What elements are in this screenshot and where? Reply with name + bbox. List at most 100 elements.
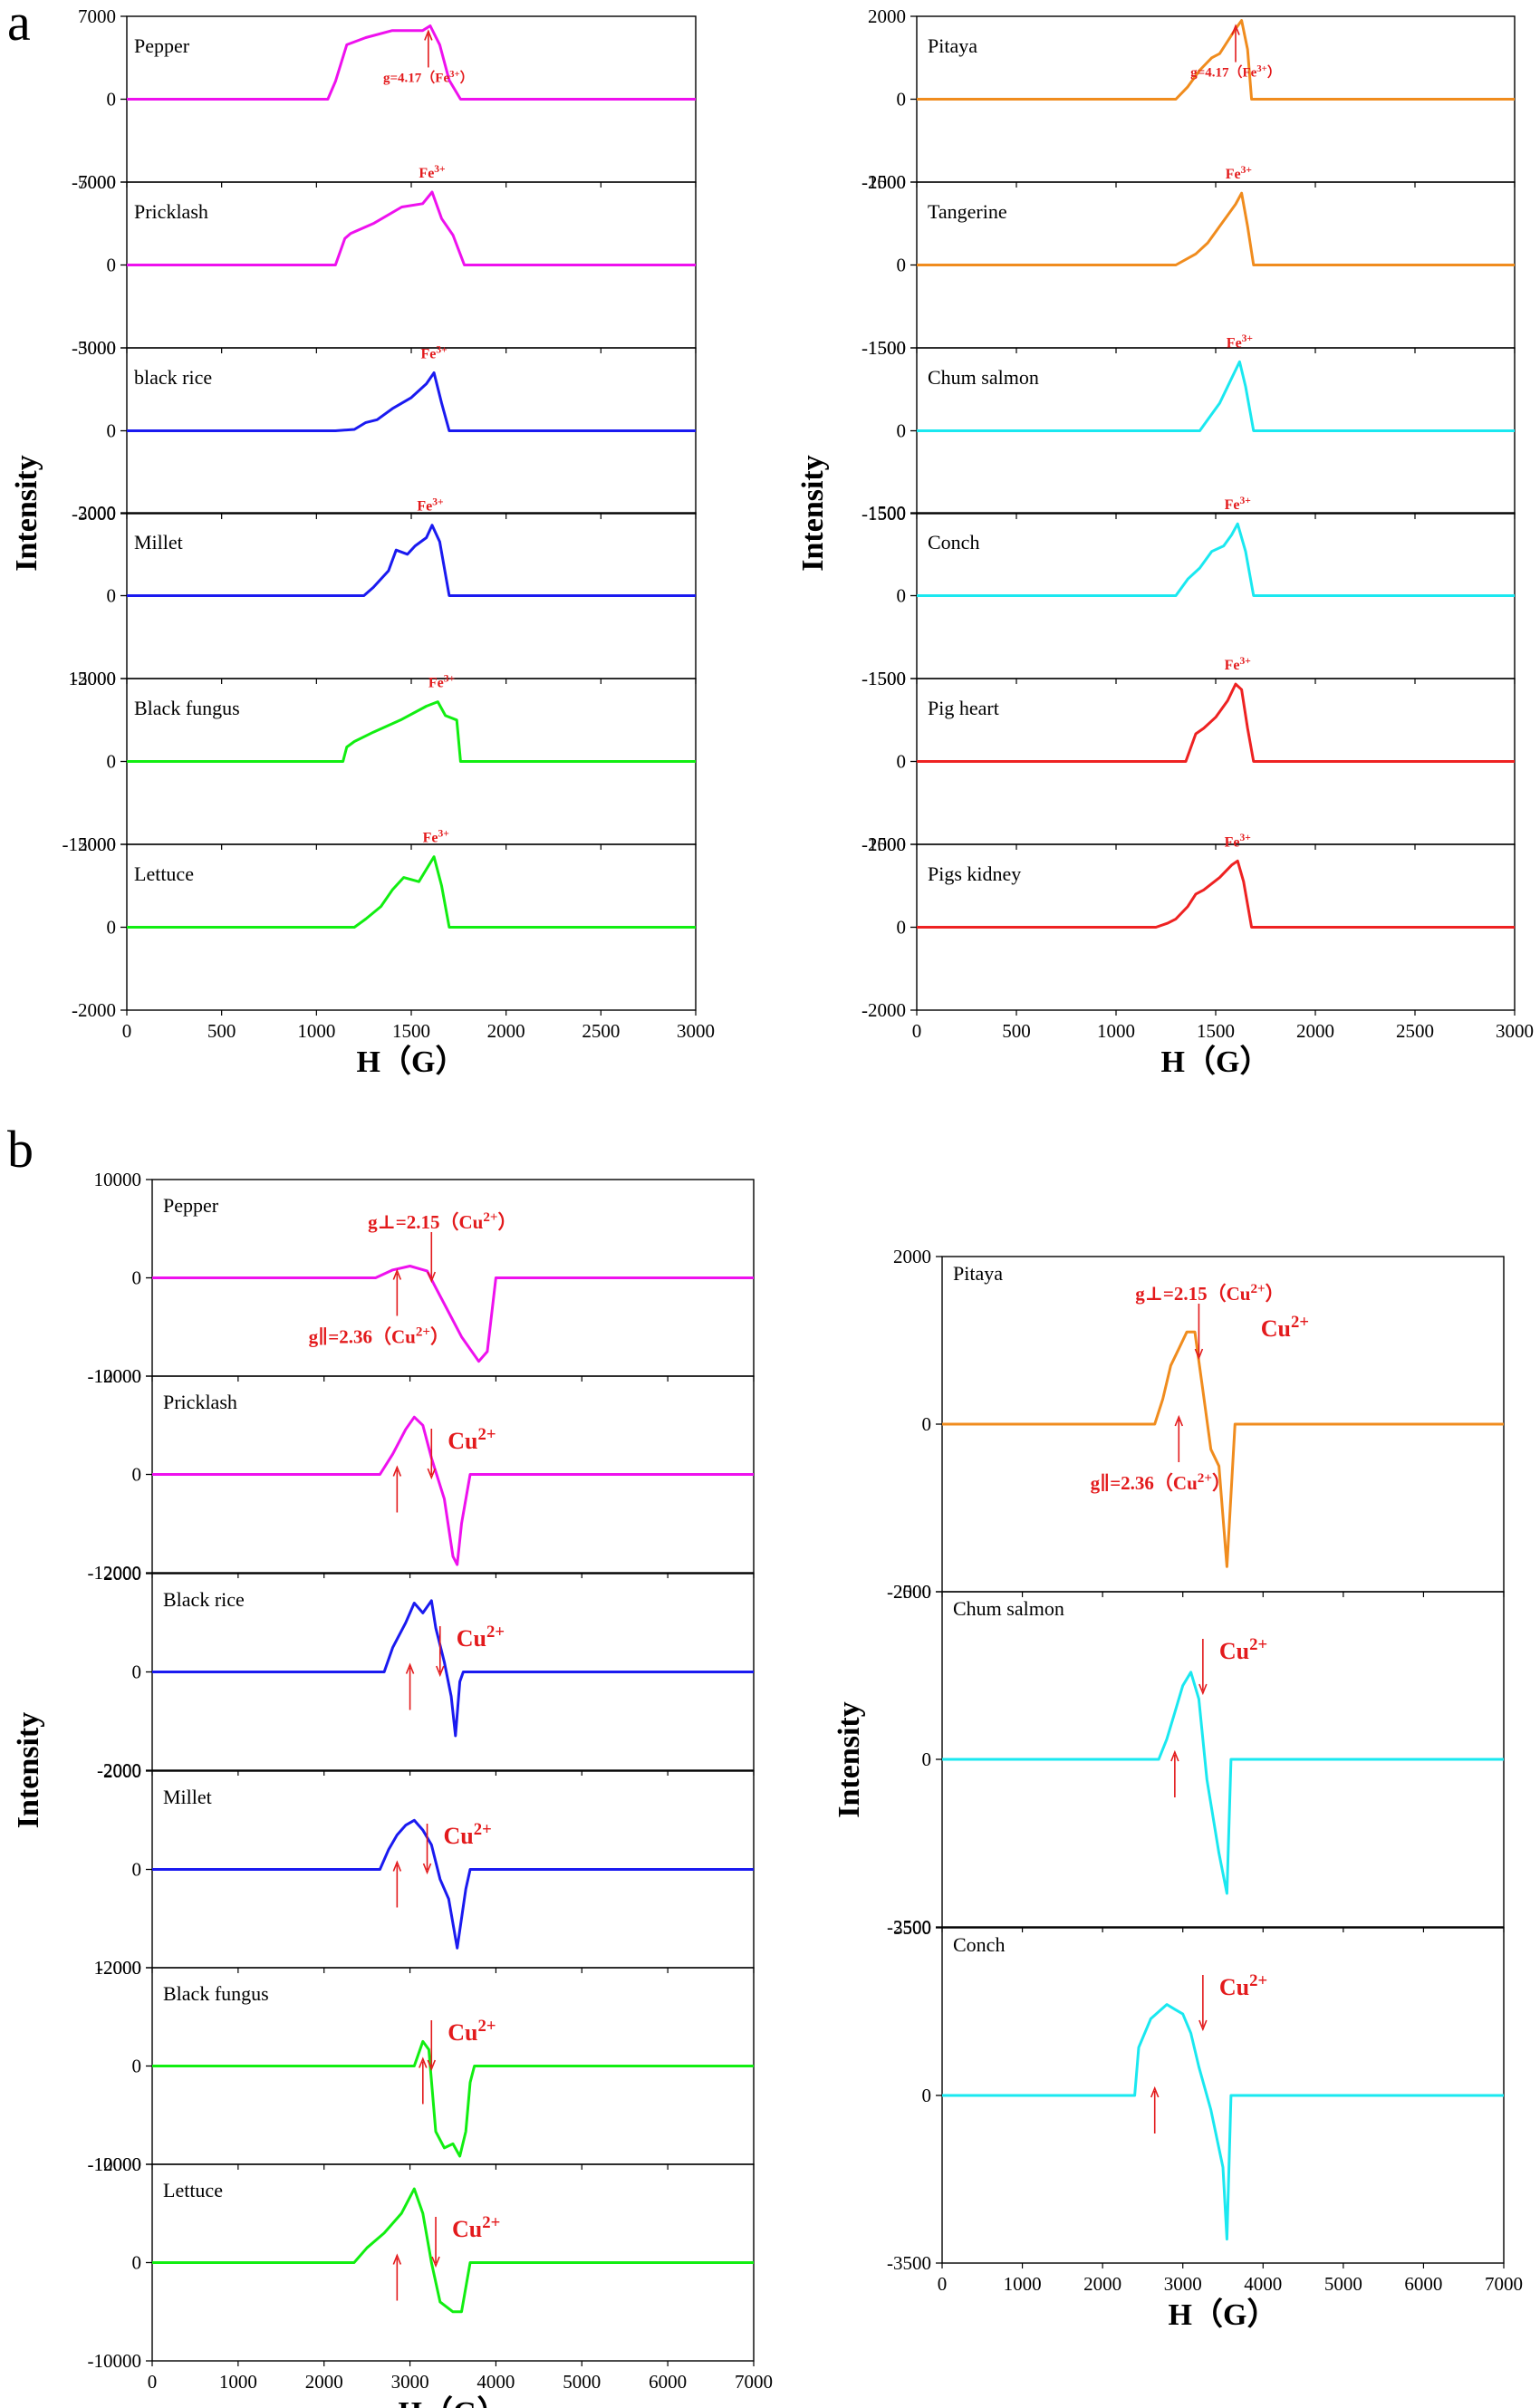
y-tick-label: 0 xyxy=(897,255,907,276)
arrow-par-millet-head xyxy=(392,1860,402,1872)
y-tick-label: 12000 xyxy=(94,1365,142,1387)
arrow-par-black-fungus xyxy=(419,2056,428,2105)
subplot-black-rice: -3000 0 3000 black rice Fe3+​ xyxy=(72,337,697,525)
series-label-pepper: Pepper xyxy=(134,34,190,57)
arrow-par-pitaya-head xyxy=(1174,1414,1184,1427)
y-axis-title: Intensity xyxy=(12,1712,45,1828)
panel-a-letter: a xyxy=(7,0,31,52)
arrow-perp-lettuce-head xyxy=(431,2256,440,2268)
arrow-pepper xyxy=(424,29,433,68)
subplot-black-fungus: -12000 0 12000 Black fungus Cu2+​ xyxy=(88,1957,755,2175)
y-tick-label: 0 xyxy=(107,751,117,773)
subplot-tangerine: -1500 0 1500 Tangerine Fe3+​ xyxy=(861,165,1516,359)
y-tick-label: 0 xyxy=(107,917,117,939)
y-tick-label: -2500 xyxy=(887,1916,931,1938)
x-tick-label: 6000 xyxy=(649,2371,687,2393)
y-tick-label: 2000 xyxy=(893,1246,931,1267)
series-label-pepper: Pepper xyxy=(163,1194,219,1217)
x-tick-label: 5000 xyxy=(1324,2273,1362,2295)
series-line-chum-salmon xyxy=(942,1671,1504,1895)
annotation-conch: Cu2+​ xyxy=(1219,1971,1267,2000)
annotation-pig-heart: Fe3+​ xyxy=(1225,656,1251,673)
arrow-perp-pepper-head xyxy=(427,1271,437,1284)
x-tick-label: 4000 xyxy=(1244,2273,1282,2295)
y-tick-label: 7000 xyxy=(78,5,116,27)
annotation-millet: Fe3+​ xyxy=(417,497,443,515)
arrow-perp-black-rice-head xyxy=(436,1665,445,1678)
subplot-lettuce: -10000 0 10000 Lettuce Cu2+​ xyxy=(88,2153,755,2372)
series-line-black-fungus xyxy=(152,2039,754,2158)
series-line-pigs-kidney xyxy=(917,859,1515,929)
series-line-pig-heart xyxy=(917,682,1515,763)
x-tick-label: 6000 xyxy=(1404,2273,1442,2295)
x-tick-label: 2000 xyxy=(1296,1020,1334,1042)
annotation-pricklash: Fe3+​ xyxy=(419,164,445,181)
subplot-pitaya: -2000 0 2000 Pitaya g=4.17（Fe3+​） xyxy=(861,5,1516,193)
annotation-pigs-kidney: Fe3+​ xyxy=(1225,833,1251,850)
y-axis-title: Intensity xyxy=(833,1701,866,1817)
series-label-pitaya: Pitaya xyxy=(953,1262,1003,1285)
arrow-par-black-fungus-head xyxy=(419,2056,428,2068)
annotation-perp-pepper: g⊥=2.15（Cu2+​） xyxy=(368,1210,516,1233)
series-label-conch: Conch xyxy=(928,531,979,554)
annotation-black-rice: Fe3+​ xyxy=(421,344,448,361)
y-tick-label: 10000 xyxy=(94,2153,142,2175)
y-tick-label: 1500 xyxy=(868,502,906,524)
subplot-conch: -1500 0 1500 Conch Fe3+​ xyxy=(861,496,1516,689)
subplot-millet: -2000 0 2000 Millet Cu2+​ xyxy=(97,1760,755,1979)
charts-layer: -700007000Pepperg=4.17（Fe3+​）-500005000P… xyxy=(10,5,1534,2408)
y-tick-label: 2000 xyxy=(78,833,116,855)
y-tick-label: -2000 xyxy=(97,1957,141,1979)
x-tick-label: 2000 xyxy=(1083,2273,1121,2295)
series-label-pitaya: Pitaya xyxy=(928,34,977,57)
y-tick-label: -1500 xyxy=(861,668,906,689)
y-tick-label: -2000 xyxy=(861,171,906,193)
y-tick-label: 3000 xyxy=(78,337,116,359)
y-tick-label: -12000 xyxy=(88,1562,142,1584)
chart-b-right: -2000 0 2000 Pitaya g⊥=2.15（Cu2+​） g∥=2.36（Cu… xyxy=(833,1246,1523,2332)
arrow-par-pepper xyxy=(392,1268,402,1316)
arrow-par-pepper-head xyxy=(392,1268,402,1280)
series-label-millet: Millet xyxy=(163,1786,212,1808)
annotation-chum-salmon: Fe3+​ xyxy=(1227,333,1253,351)
x-tick-label: 3000 xyxy=(1164,2273,1202,2295)
x-tick-label: 0 xyxy=(148,2371,158,2393)
arrow-perp-black-rice xyxy=(436,1626,445,1678)
arrow-par-pricklash xyxy=(392,1465,402,1513)
x-tick-label: 2500 xyxy=(1396,1020,1434,1042)
y-tick-label: -1500 xyxy=(861,503,906,525)
subplot-pricklash: -12000 0 12000 Pricklash Cu2+​ xyxy=(88,1365,755,1584)
arrow-perp-pitaya xyxy=(1194,1304,1204,1361)
arrow-par-chum-salmon xyxy=(1170,1749,1179,1797)
subplot-black-fungus: -15000 0 15000 Black fungus Fe3+​ xyxy=(63,668,697,855)
arrow-perp-pricklash xyxy=(427,1429,437,1480)
y-tick-label: 2000 xyxy=(78,502,116,524)
annotation-par-pepper: g∥=2.36（Cu2+​） xyxy=(309,1325,449,1348)
y-tick-label: -2000 xyxy=(887,1581,931,1603)
arrow-perp-millet xyxy=(422,1824,432,1875)
x-tick-label: 0 xyxy=(938,2273,948,2295)
y-tick-label: 0 xyxy=(132,2252,142,2274)
y-tick-label: 0 xyxy=(897,751,907,773)
x-tick-label: 1500 xyxy=(1197,1020,1235,1042)
x-tick-label: 3000 xyxy=(391,2371,429,2393)
y-tick-label: 2000 xyxy=(103,1760,141,1782)
arrow-par-black-rice xyxy=(405,1662,415,1710)
y-tick-label: 0 xyxy=(107,585,117,607)
series-line-lettuce xyxy=(127,855,696,929)
y-tick-label: -3000 xyxy=(72,503,116,525)
arrow-par-millet xyxy=(392,1860,402,1908)
annotation-black-fungus: Cu2+​ xyxy=(448,2017,496,2046)
y-tick-label: 0 xyxy=(897,585,907,607)
subplot-chum-salmon: -2500 0 2500 Chum salmon Cu2+​ xyxy=(887,1581,1505,1938)
series-label-lettuce: Lettuce xyxy=(134,862,194,885)
subplot-pig-heart: -1500 0 1500 Pig heart Fe3+​ xyxy=(861,656,1516,855)
annotation-pepper: g=4.17（Fe3+​） xyxy=(383,69,474,86)
subplot-pigs-kidney: -2000 0 2000 Pigs kidney Fe3+​ xyxy=(861,833,1516,1021)
y-tick-label: -2000 xyxy=(861,999,906,1021)
y-tick-label: -2000 xyxy=(97,1759,141,1781)
arrow-perp-pepper xyxy=(427,1232,437,1284)
x-tick-label: 1000 xyxy=(297,1020,335,1042)
arrow-pitaya xyxy=(1231,24,1240,63)
subplot-pricklash: -5000 0 5000 Pricklash Fe3+​ xyxy=(72,164,697,359)
